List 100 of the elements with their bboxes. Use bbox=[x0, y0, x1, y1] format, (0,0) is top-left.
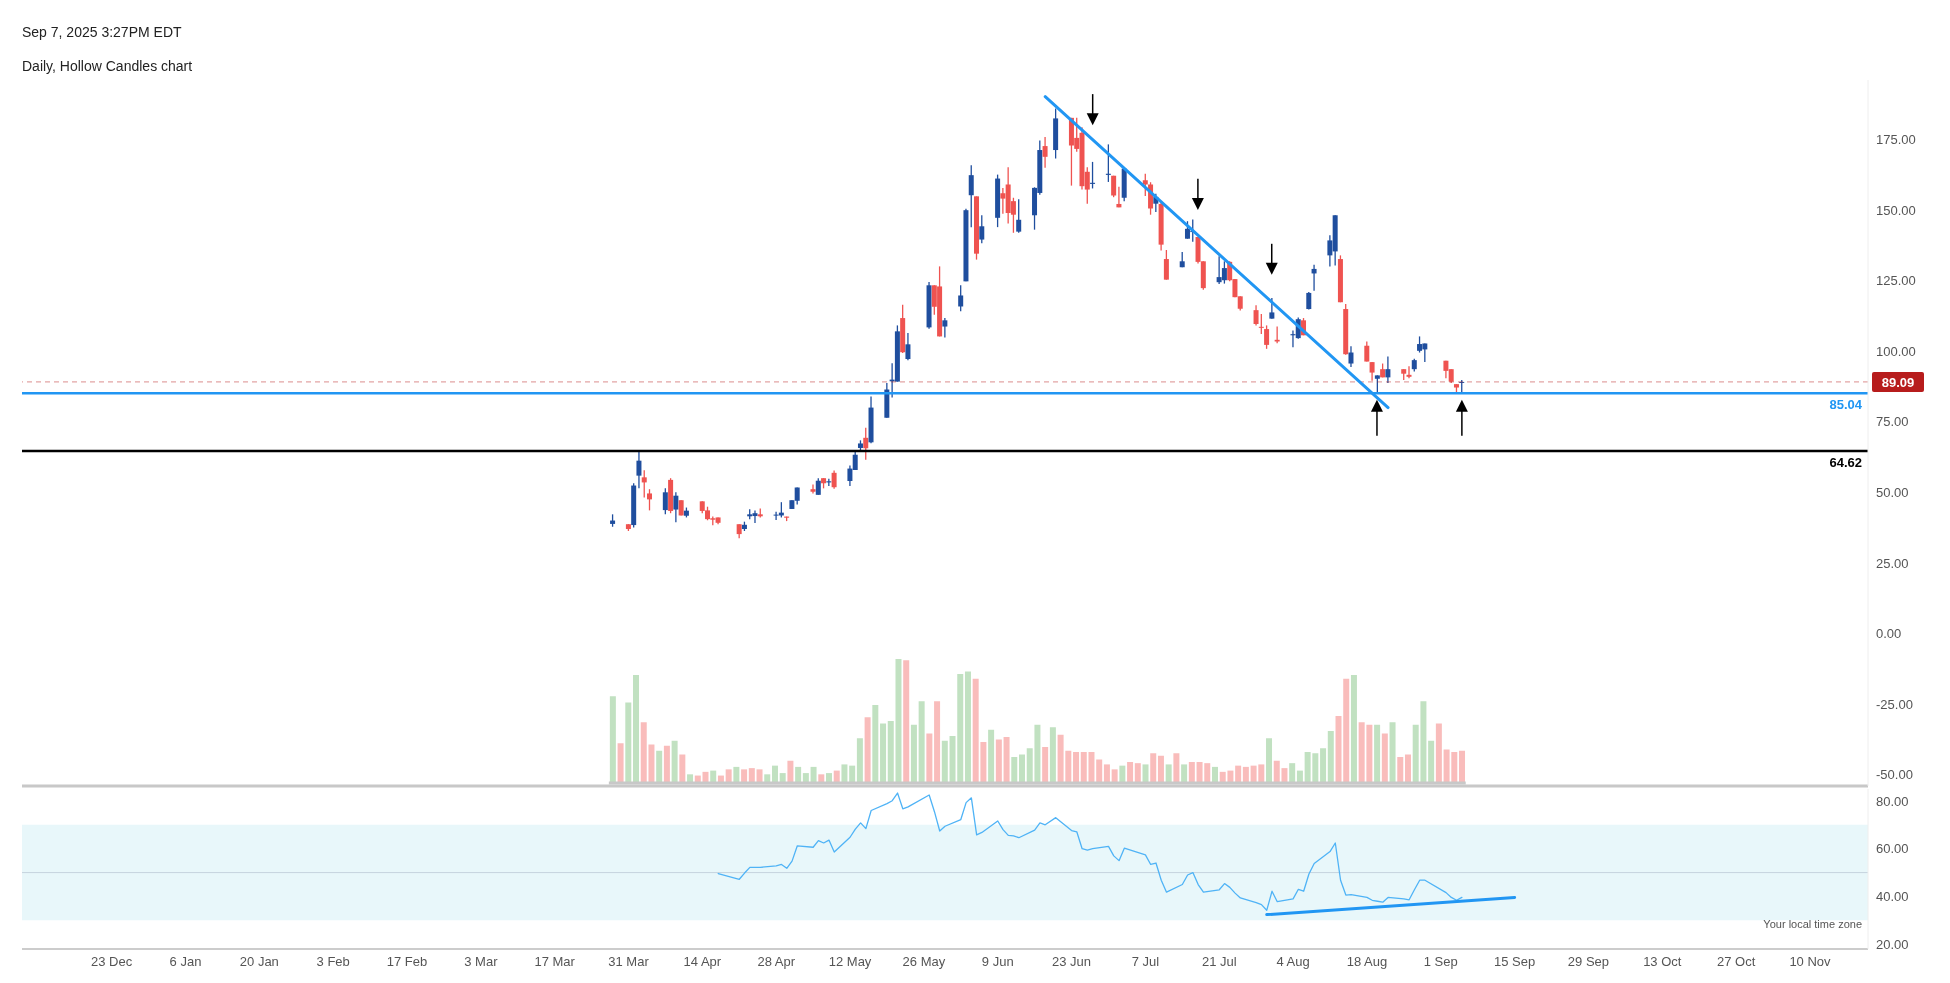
bar bbox=[918, 701, 925, 783]
bar bbox=[934, 701, 941, 783]
candlestick bbox=[1269, 297, 1275, 320]
bar bbox=[671, 740, 678, 783]
candlestick bbox=[1369, 361, 1375, 382]
bar bbox=[1019, 754, 1025, 783]
candlestick bbox=[831, 469, 837, 490]
bar bbox=[1049, 727, 1056, 783]
bar bbox=[1211, 766, 1218, 783]
bar bbox=[1435, 723, 1442, 783]
bar bbox=[617, 743, 624, 783]
bar bbox=[1266, 738, 1273, 783]
line-series bbox=[717, 792, 1463, 911]
y-tick-label: -25.00 bbox=[1876, 696, 1913, 712]
candlestick bbox=[1163, 249, 1169, 281]
y-tick-label: 80.00 bbox=[1876, 793, 1909, 809]
bar bbox=[741, 769, 748, 783]
x-tick-label: 15 Sep bbox=[1494, 954, 1536, 970]
bar bbox=[856, 738, 863, 783]
candlestick bbox=[1348, 345, 1354, 368]
bar bbox=[1150, 753, 1157, 783]
bar bbox=[1397, 756, 1404, 783]
x-tick-label: 17 Feb bbox=[386, 954, 428, 970]
annotation: Your local time zone bbox=[1763, 918, 1862, 930]
chart-title: Daily, Hollow Candles chart bbox=[22, 58, 193, 74]
bar bbox=[1157, 755, 1164, 783]
bar bbox=[926, 733, 933, 783]
ref-line-label: 89.09 bbox=[1881, 374, 1915, 390]
y-tick-label: 25.00 bbox=[1876, 555, 1909, 571]
bar bbox=[787, 760, 794, 783]
candlestick bbox=[810, 483, 816, 495]
bar bbox=[748, 768, 755, 783]
bar bbox=[864, 717, 871, 783]
bar bbox=[841, 764, 848, 783]
bar bbox=[818, 774, 825, 783]
bar bbox=[663, 745, 670, 783]
bar bbox=[849, 765, 856, 783]
y-tick-label: -50.00 bbox=[1876, 767, 1913, 783]
x-tick-label: 26 May bbox=[902, 954, 946, 970]
y-tick-label: 40.00 bbox=[1876, 889, 1909, 905]
bar bbox=[779, 773, 786, 783]
bar bbox=[1073, 752, 1080, 783]
chart-subtitle: Sep 7, 2025 3:27PM EDT bbox=[22, 24, 182, 40]
candlestick bbox=[636, 450, 642, 489]
bar bbox=[609, 696, 616, 783]
x-tick-label: 10 Nov bbox=[1789, 954, 1832, 970]
candlestick bbox=[863, 426, 869, 461]
candlestick bbox=[905, 332, 911, 361]
bar bbox=[1188, 761, 1195, 783]
bar bbox=[1350, 675, 1357, 783]
bar bbox=[679, 754, 686, 783]
ref-line-label: 85.04 bbox=[1829, 397, 1863, 413]
bar bbox=[633, 675, 640, 783]
candlestick bbox=[1253, 304, 1259, 327]
bar bbox=[1103, 764, 1110, 783]
bar bbox=[872, 704, 879, 783]
candlestick bbox=[773, 511, 779, 521]
bar bbox=[910, 724, 917, 783]
candlestick bbox=[1042, 136, 1048, 169]
x-tick-label: 29 Sep bbox=[1567, 954, 1610, 970]
bar bbox=[903, 660, 910, 783]
bar bbox=[988, 729, 995, 783]
candlestick bbox=[1385, 355, 1391, 384]
y-tick-label: 150.00 bbox=[1876, 202, 1916, 218]
x-tick-label: 4 Aug bbox=[1276, 954, 1310, 970]
x-tick-label: 17 Mar bbox=[534, 954, 576, 970]
candlestick bbox=[1364, 340, 1370, 363]
bar bbox=[1134, 763, 1141, 783]
y-tick-label: 20.00 bbox=[1876, 936, 1909, 952]
bar bbox=[810, 766, 817, 783]
bar bbox=[1235, 765, 1242, 783]
bar bbox=[1127, 761, 1134, 783]
bar bbox=[1327, 730, 1334, 783]
bar bbox=[1381, 733, 1388, 783]
bar bbox=[941, 740, 948, 783]
candlestick bbox=[1016, 198, 1022, 234]
bar bbox=[1320, 748, 1327, 783]
bar bbox=[771, 765, 778, 783]
x-tick-label: 13 Oct bbox=[1643, 954, 1682, 970]
y-tick-label: 50.00 bbox=[1876, 484, 1909, 500]
bar bbox=[1173, 753, 1180, 783]
x-tick-label: 31 Mar bbox=[608, 954, 650, 970]
candlestick bbox=[1274, 325, 1280, 344]
bar bbox=[1181, 764, 1188, 783]
candlestick bbox=[673, 491, 679, 523]
bar bbox=[733, 766, 740, 783]
bar bbox=[1459, 750, 1466, 783]
bar bbox=[725, 769, 732, 783]
bar bbox=[1404, 754, 1411, 783]
bar bbox=[764, 774, 771, 783]
bar bbox=[1289, 763, 1296, 783]
candlestick bbox=[662, 487, 668, 515]
y-tick-label: 125.00 bbox=[1876, 273, 1916, 289]
candlestick bbox=[979, 214, 985, 244]
x-tick-label: 12 May bbox=[828, 954, 872, 970]
candlestick bbox=[1221, 260, 1227, 285]
bar bbox=[1096, 759, 1103, 783]
x-tick-label: 14 Apr bbox=[683, 954, 722, 970]
y-tick-label: 60.00 bbox=[1876, 841, 1909, 857]
bar bbox=[1003, 737, 1010, 783]
